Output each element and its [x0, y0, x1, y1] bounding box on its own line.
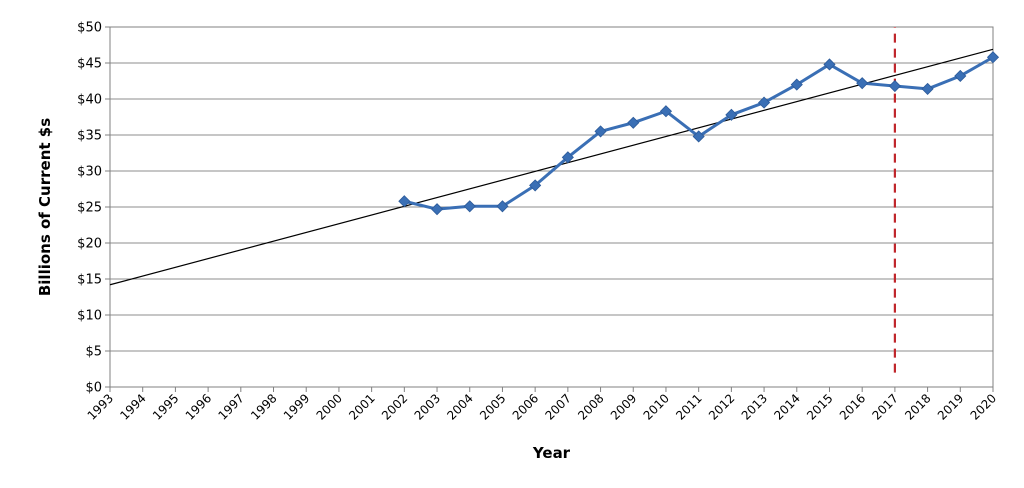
data-point-marker	[888, 79, 901, 93]
y-tick-label: $20	[77, 237, 102, 252]
x-tick-label: 2014	[771, 391, 802, 422]
y-axis-title: Billions of Current $s	[36, 118, 54, 296]
x-tick-label: 1996	[183, 391, 214, 422]
y-tick-label: $30	[77, 165, 102, 180]
x-tick-label: 2018	[902, 391, 933, 422]
y-tick-label: $50	[77, 21, 102, 36]
x-tick-label: 2012	[706, 391, 737, 422]
x-tick-label: 1998	[248, 391, 279, 422]
x-axis-title: Year	[532, 444, 571, 462]
x-tick-label: 2020	[968, 391, 999, 422]
data-point-marker	[725, 108, 738, 121]
x-tick-label: 2019	[935, 391, 966, 422]
data-point-marker	[463, 200, 476, 213]
trendline	[109, 48, 994, 286]
data-point-marker	[627, 116, 640, 129]
y-tick-label: $45	[77, 57, 102, 72]
x-tick-label: 1995	[150, 391, 181, 422]
data-series	[398, 51, 1000, 216]
x-tick-label: 2011	[673, 391, 704, 422]
x-tick-label: 2002	[379, 391, 410, 422]
data-point-marker	[823, 58, 836, 71]
x-tick-label: 1994	[117, 391, 148, 422]
x-tick-label: 2007	[542, 391, 573, 422]
x-tick-label: 2008	[575, 391, 606, 422]
y-tick-label: $35	[77, 129, 102, 144]
data-point-marker	[758, 96, 771, 109]
x-tick-label: 2006	[510, 391, 541, 422]
x-tick-label: 2015	[804, 391, 835, 422]
x-tick-label: 2009	[608, 391, 639, 422]
y-tick-label: $25	[77, 201, 102, 216]
x-tick-label: 2010	[641, 391, 672, 422]
data-point-marker	[398, 195, 411, 208]
plot-area	[109, 26, 994, 388]
data-point-marker	[790, 78, 803, 91]
data-point-marker	[659, 105, 673, 118]
x-tick-label: 2016	[837, 391, 868, 422]
x-tick-label: 2017	[870, 391, 901, 422]
data-point-marker	[921, 82, 934, 95]
x-tick-label: 2013	[739, 391, 770, 422]
data-point-marker	[430, 203, 444, 216]
data-point-marker	[856, 77, 869, 90]
x-tick-label: 1993	[85, 391, 116, 422]
y-tick-label: $5	[85, 345, 102, 360]
x-tick-label: 2004	[444, 391, 475, 422]
data-point-marker	[496, 200, 509, 213]
y-tick-label: $15	[77, 273, 102, 288]
y-tick-label: $40	[77, 93, 102, 108]
x-tick-label: 2003	[412, 391, 443, 422]
x-tick-label: 1999	[281, 391, 312, 422]
data-point-marker	[594, 125, 607, 138]
x-tick-label: 1997	[215, 391, 246, 422]
y-axis-ticks: $0 $5 $10 $15 $20 $25 $30 $35 $40 $45 $50	[77, 21, 110, 396]
x-tick-label: 2005	[477, 391, 508, 422]
x-tick-label: 2001	[346, 391, 377, 422]
data-point-marker	[529, 179, 542, 192]
data-point-marker	[986, 51, 1000, 64]
x-tick-label: 2000	[314, 391, 345, 422]
data-point-marker	[561, 151, 574, 164]
y-tick-label: $10	[77, 309, 102, 324]
data-point-marker	[692, 130, 705, 143]
y-tick-label: $0	[85, 381, 102, 396]
x-axis-ticks: 1993 1994 1995 1996 1997 1998 1999 2000 2001 2002…	[85, 387, 999, 423]
data-point-marker	[954, 69, 967, 83]
